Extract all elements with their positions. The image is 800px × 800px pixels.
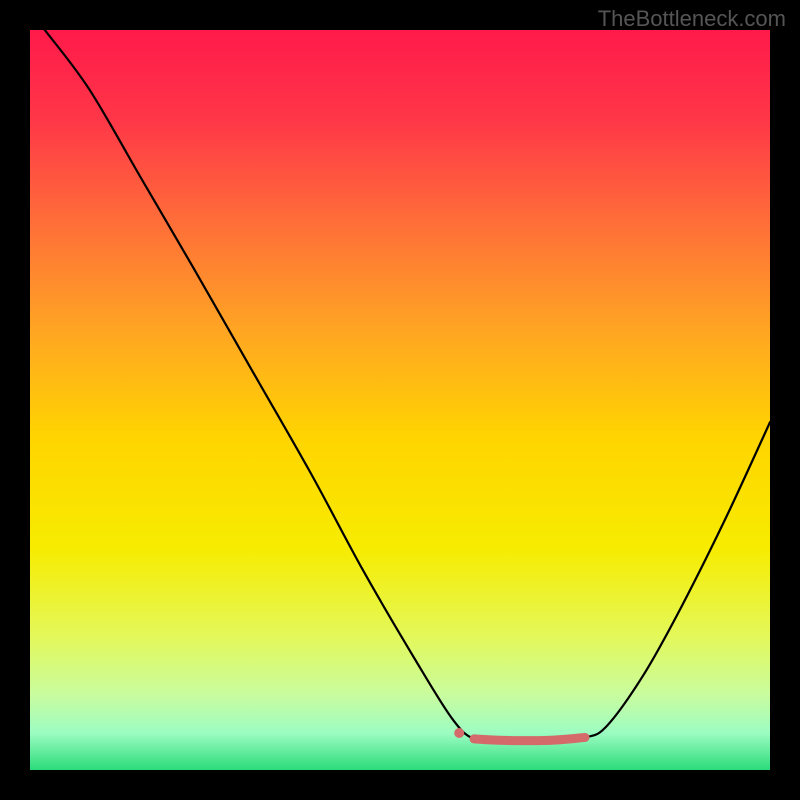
plot-area <box>30 30 770 770</box>
watermark-text: TheBottleneck.com <box>598 6 786 32</box>
marker-dot <box>454 728 464 738</box>
chart-container: TheBottleneck.com <box>0 0 800 800</box>
gradient-background <box>30 30 770 770</box>
optimal-range-band <box>474 737 585 740</box>
bottleneck-chart <box>30 30 770 770</box>
